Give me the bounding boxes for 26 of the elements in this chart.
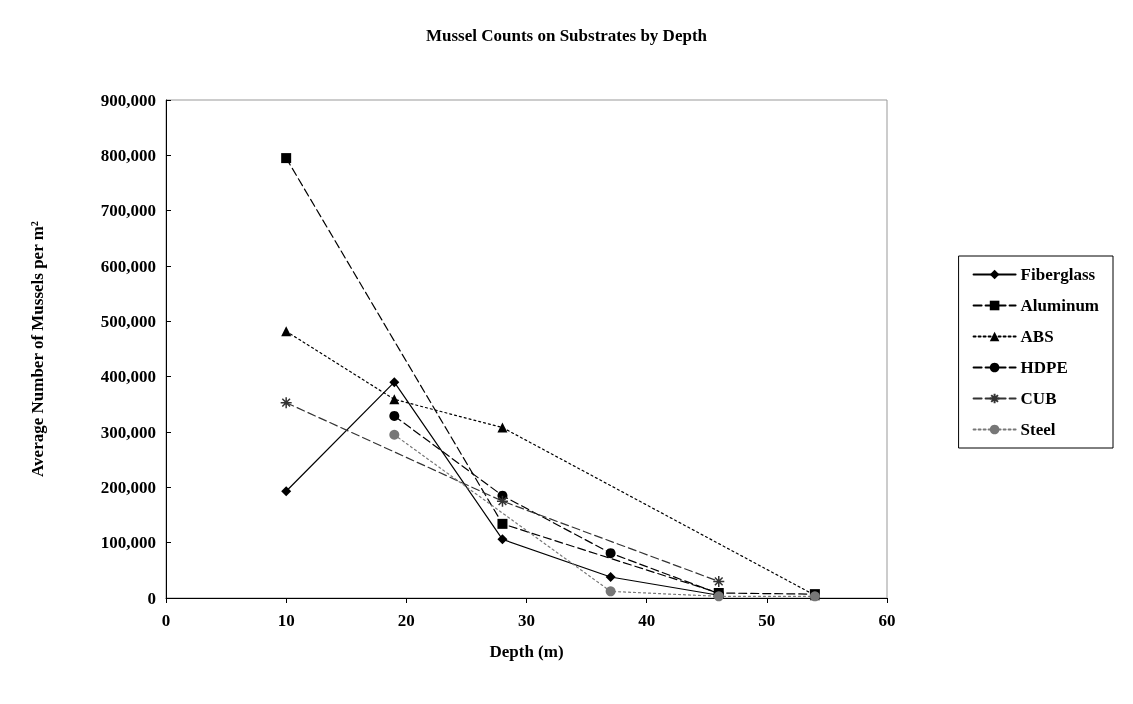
x-tick-label: 50 — [758, 611, 776, 630]
chart-title: Mussel Counts on Substrates by Depth — [425, 26, 708, 45]
x-axis-title: Depth (m) — [489, 642, 564, 661]
y-tick-label: 800,000 — [100, 145, 156, 165]
legend-label: CUB — [1020, 389, 1057, 408]
legend-label: Aluminum — [1020, 296, 1100, 315]
x-tick-label: 10 — [277, 611, 295, 630]
y-tick-label: 600,000 — [100, 256, 156, 276]
x-tick-label: 60 — [878, 611, 896, 630]
x-tick-label: 30 — [518, 611, 535, 630]
y-tick-label: 100,000 — [100, 533, 156, 553]
x-tick-label: 40 — [638, 611, 656, 630]
legend-label: HDPE — [1020, 358, 1068, 377]
y-tick-label: 400,000 — [100, 367, 156, 387]
legend-label: Steel — [1020, 420, 1056, 439]
y-tick-label: 700,000 — [100, 201, 156, 221]
y-tick-label: 900,000 — [100, 90, 156, 110]
y-tick-label: 200,000 — [100, 477, 156, 497]
x-tick-label: 20 — [397, 611, 415, 630]
y-axis-title: Average Number of Mussels per m² — [28, 221, 47, 477]
y-tick-label: 300,000 — [100, 422, 156, 442]
legend-label: Fiberglass — [1020, 265, 1096, 284]
y-tick-label: 500,000 — [100, 311, 156, 331]
legend-label: ABS — [1020, 327, 1054, 346]
x-tick-label: 0 — [161, 611, 171, 630]
y-tick-label: 0 — [147, 588, 156, 608]
